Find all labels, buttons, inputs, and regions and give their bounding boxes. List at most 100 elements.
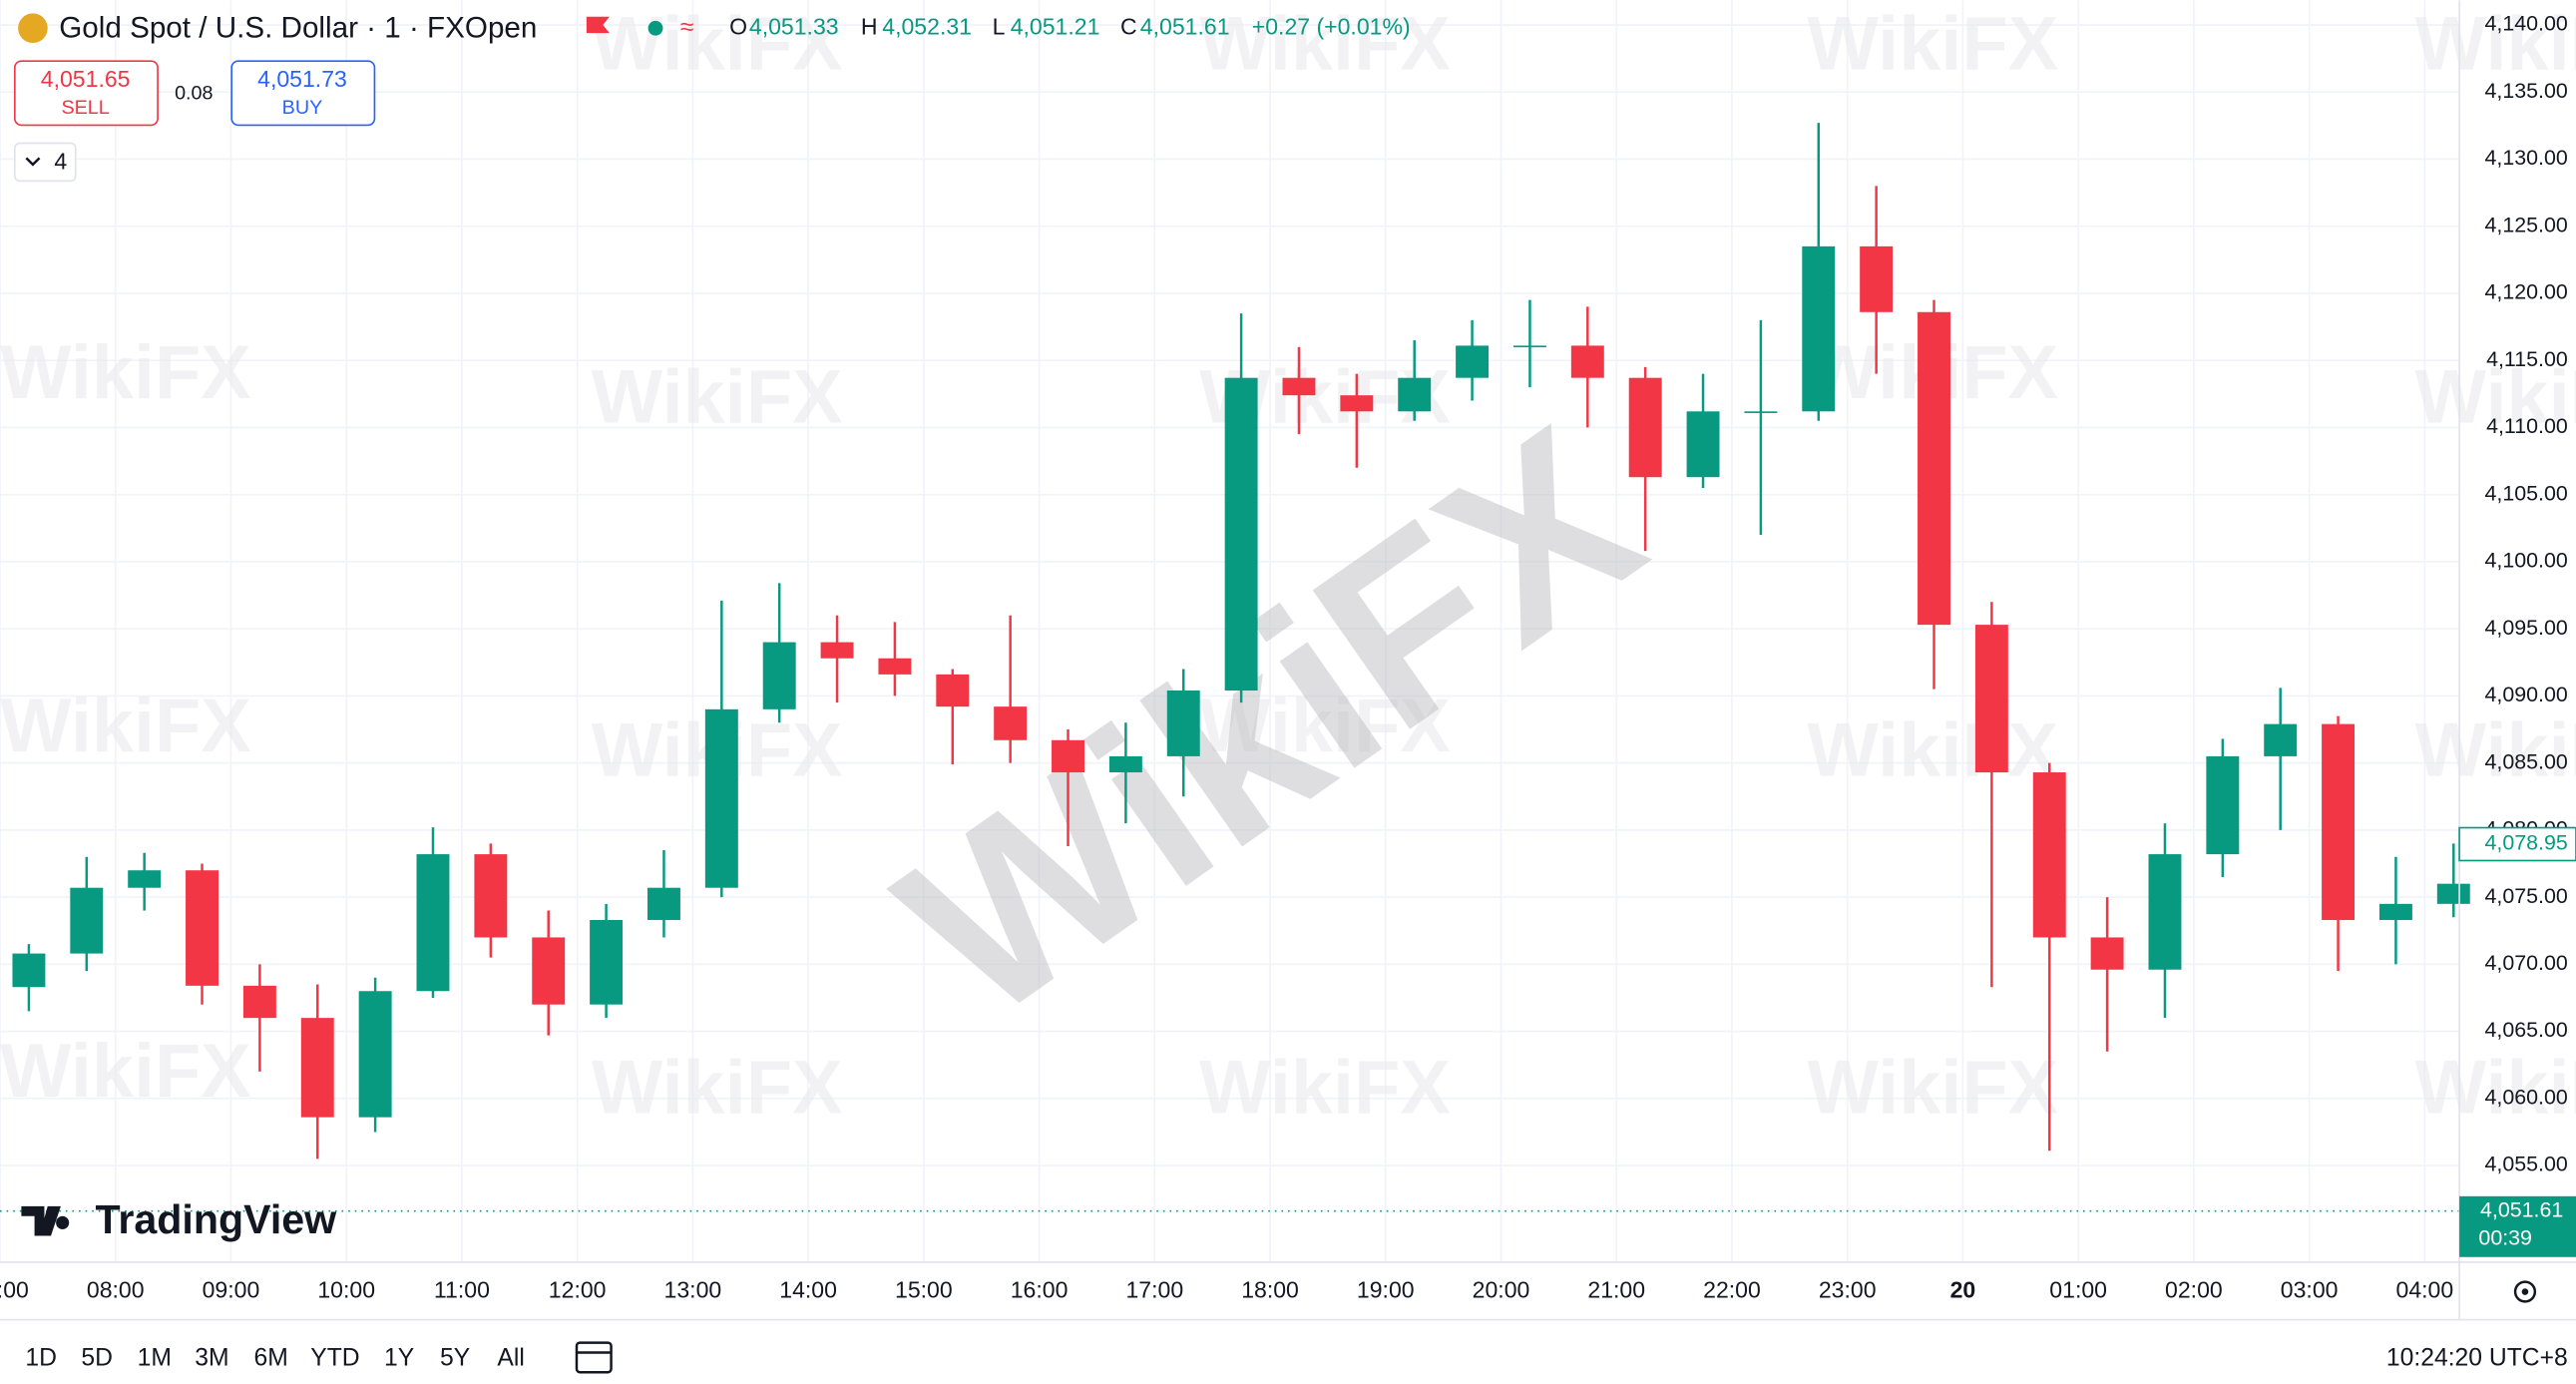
date-range-icon[interactable]	[575, 1341, 613, 1374]
watermark: WikiFX	[1807, 2, 2058, 87]
symbol[interactable]: Gold Spot / U.S. Dollar · 1 · FXOpen	[59, 12, 537, 45]
flag-icon[interactable]	[586, 16, 610, 34]
y-tick-label: 4,130.00	[2485, 146, 2568, 170]
clock: 10:24:20 UTC+8	[2386, 1345, 2568, 1372]
range-button[interactable]: 5Y	[440, 1345, 470, 1372]
range-button[interactable]: 6M	[254, 1345, 288, 1372]
ohlc-letter: L	[993, 13, 1006, 39]
current-price-box	[2458, 826, 2576, 862]
x-tick-label: 02:00	[2165, 1277, 2223, 1303]
range-button[interactable]: 5D	[81, 1345, 113, 1372]
x-tick-label: 11:00	[434, 1277, 490, 1303]
candle-body	[242, 985, 276, 1019]
watermark: WikiFX	[1199, 1045, 1451, 1130]
watermark: WikiFX	[592, 355, 843, 440]
candle-body	[1860, 245, 1894, 312]
candle-body	[358, 991, 392, 1118]
candle-body	[590, 919, 624, 1005]
ohlc-value: 4,052.31	[882, 13, 972, 39]
x-tick-label: 16:00	[1011, 1277, 1069, 1303]
indicators-toggle[interactable]	[13, 142, 77, 183]
x-tick-label: 19:00	[1357, 1277, 1415, 1303]
candle-body	[1166, 691, 1200, 756]
candle-body	[474, 854, 508, 938]
x-tick-label: 15:00	[895, 1277, 953, 1303]
candle-body	[2436, 883, 2470, 904]
candle-body	[762, 642, 796, 709]
candle-body	[820, 642, 854, 659]
spread: 0.08	[175, 82, 213, 104]
range-button[interactable]: 1Y	[384, 1345, 414, 1372]
y-tick-label: 4,090.00	[2485, 683, 2568, 706]
x-tick-label: 20	[1950, 1277, 1976, 1303]
ohlc-letter: H	[861, 13, 878, 39]
candle-body	[2206, 755, 2240, 855]
x-tick-label: 22:00	[1703, 1277, 1761, 1303]
x-tick-label: 20:00	[1473, 1277, 1530, 1303]
x-tick-label: 10:00	[317, 1277, 375, 1303]
watermark: WikiFX	[2415, 1045, 2576, 1130]
buy-label: BUY	[282, 97, 323, 119]
candle-body	[2378, 903, 2412, 920]
x-tick-label: 13:00	[664, 1277, 722, 1303]
x-tick-label: 17:00	[1125, 1277, 1183, 1303]
x-tick-label: 23:00	[1819, 1277, 1877, 1303]
candle-body	[2322, 723, 2356, 920]
candle-body	[878, 658, 912, 675]
y-tick-label: 4,085.00	[2485, 749, 2568, 773]
watermark: WikiFX	[1807, 1045, 2058, 1130]
range-button[interactable]: All	[497, 1345, 524, 1372]
range-button[interactable]: 3M	[195, 1345, 228, 1372]
candle-body	[2148, 854, 2182, 970]
candle-body	[1108, 755, 1142, 773]
candle-body	[186, 870, 218, 986]
y-tick-label: 4,095.00	[2485, 616, 2568, 640]
buy-button[interactable]	[230, 60, 376, 127]
x-tick-label: 04:00	[2396, 1277, 2454, 1303]
watermark: WikiFX	[0, 330, 251, 415]
buy-price: 4,051.73	[257, 66, 347, 92]
wave-icon: ≈	[680, 14, 694, 41]
candle-body	[1918, 311, 1950, 626]
candle-body	[1224, 377, 1258, 692]
x-tick-label: 01:00	[2049, 1277, 2107, 1303]
range-button[interactable]: YTD	[310, 1345, 359, 1372]
x-tick-label: 03:00	[2281, 1277, 2339, 1303]
ohlc-letter: C	[1120, 13, 1137, 39]
ohlc-value: 4,051.21	[1011, 13, 1100, 39]
y-tick-label: 4,055.00	[2485, 1153, 2568, 1176]
x-tick-label: 09:00	[203, 1277, 260, 1303]
logo-mark	[21, 1205, 70, 1236]
x-tick-label: 14:00	[779, 1277, 837, 1303]
candle-body	[1512, 345, 1546, 348]
range-button[interactable]: 1D	[25, 1345, 57, 1372]
change: +0.27 (+0.01%)	[1252, 13, 1411, 39]
indicators-count: 4	[54, 148, 67, 174]
y-tick-label: 4,125.00	[2485, 213, 2568, 236]
ohlc-value: 4,051.33	[749, 13, 839, 39]
settings-icon[interactable]	[2513, 1280, 2537, 1303]
y-tick-label: 4,070.00	[2485, 951, 2568, 975]
candle-body	[1282, 377, 1316, 396]
watermark: WikiFX	[1807, 708, 2058, 793]
candle-body	[2264, 723, 2298, 756]
candle-body	[936, 674, 970, 707]
symbol-icon	[18, 13, 48, 44]
ohlc-letter: O	[729, 13, 747, 39]
candle-body	[416, 854, 450, 992]
watermark: WikiFX	[2415, 2, 2576, 87]
sell-button[interactable]	[13, 60, 159, 127]
candle-body	[1628, 377, 1662, 478]
watermark: WikiFX	[2415, 708, 2576, 793]
sell-price: 4,051.65	[41, 66, 131, 92]
y-tick-label: 4,110.00	[2486, 414, 2568, 438]
axes: 07:00 08:00 09:00 10:00 11:00 12:00 13:00 14:00…	[0, 12, 2576, 1303]
x-tick-label: 07:00	[0, 1277, 29, 1303]
y-tick-label: 4,065.00	[2485, 1018, 2568, 1042]
candle-body	[1570, 345, 1604, 378]
range-button[interactable]: 1M	[138, 1345, 172, 1372]
y-tick-label: 4,120.00	[2485, 280, 2568, 304]
